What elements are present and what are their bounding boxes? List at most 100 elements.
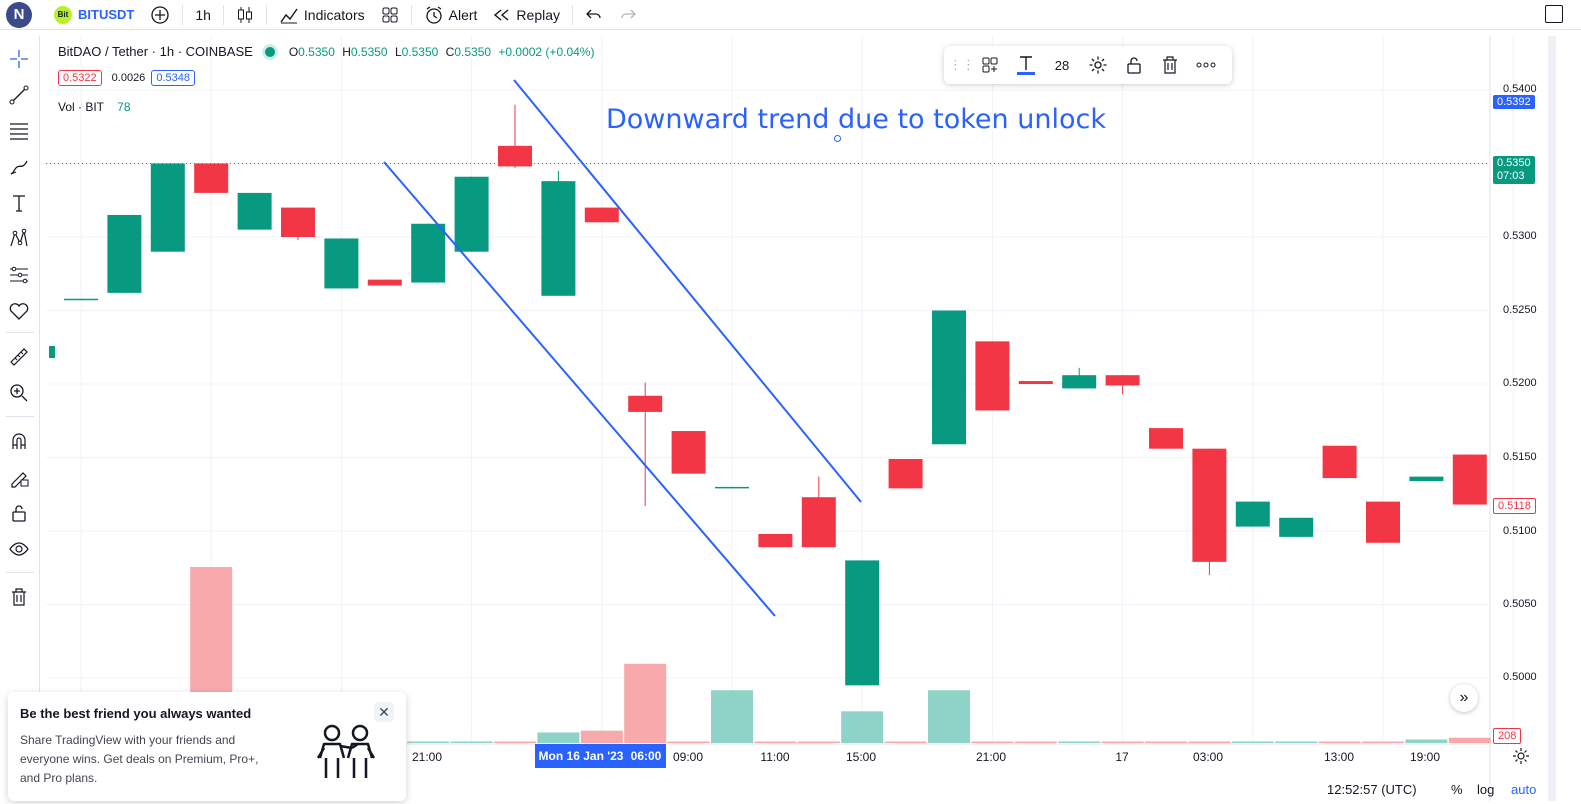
annotation-anchor-handle[interactable] [834,135,841,142]
price-axis-tick: 0.5100 [1503,525,1537,537]
chart-annotation-text[interactable]: Downward trend due to token unlock [606,104,1106,135]
alert-label: Alert [448,6,478,23]
candle-body [1018,381,1053,384]
candle-body [367,279,402,286]
utc-clock[interactable]: 12:52:57 (UTC) [1327,782,1417,797]
volume-bar [667,741,710,743]
redo-button[interactable] [611,0,645,30]
price-axis-tick: 0.5250 [1503,304,1537,316]
candle-body [758,533,793,548]
candle-body [1409,476,1444,482]
time-axis-tick: 17 [1115,750,1129,764]
alert-button[interactable]: Alert [416,0,486,30]
trash-icon[interactable] [6,584,32,610]
templates-icon[interactable] [972,50,1008,80]
time-axis-tick: 11:00 [760,750,790,764]
scroll-to-realtime-button[interactable]: » [1450,684,1478,712]
user-avatar[interactable]: N [6,1,32,28]
indicators-label: Indicators [303,6,365,23]
trend-line-icon[interactable] [6,82,32,108]
zoom-in-icon[interactable] [6,380,32,406]
candle-body [1366,501,1400,543]
bid-price[interactable]: 0.5322 [58,70,102,86]
crosshair-icon[interactable] [6,46,32,72]
time-axis-tick: 09:00 [672,750,704,764]
replay-button[interactable]: Replay [485,0,568,30]
magnet-icon[interactable] [6,428,32,454]
close-button[interactable]: ✕ [374,702,394,722]
chart-pane[interactable] [46,36,1556,801]
candle-body [454,176,489,252]
candle-body [1235,501,1270,527]
volume-bar [1405,739,1448,743]
candle-body [411,223,446,283]
candle-body [237,192,272,230]
rewind-icon [494,8,509,21]
drag-handle-icon[interactable]: ⋮⋮ [949,57,975,72]
text-color-icon[interactable] [1008,50,1044,80]
volume-bar [971,741,1014,743]
volume-bar [711,690,753,743]
price-tag-low: 0.5118 [1493,498,1536,514]
auto-toggle[interactable]: auto [1511,782,1537,797]
candles-icon [237,6,252,23]
volume-bar [1058,741,1101,743]
candle-body [932,310,966,445]
volume-bar [1275,741,1318,743]
more-icon[interactable] [1188,50,1224,80]
volume-tag: 208 [1493,728,1522,744]
prediction-icon[interactable] [6,262,32,288]
volume-label[interactable]: Vol · BIT [58,100,104,114]
trend-line-upper [513,79,862,503]
legend-title[interactable]: BitDAO / Tether · 1h · COINBASE [58,44,253,59]
symbol-search[interactable]: Bit BITUSDT [46,0,142,30]
symbol-name: BITUSDT [78,7,135,22]
axis-settings-icon[interactable] [1512,747,1530,768]
text-tool-icon[interactable] [6,190,32,216]
volume-bar [754,741,797,743]
candle-body [150,163,185,252]
percent-toggle[interactable]: % [1451,782,1463,797]
pattern-icon[interactable] [6,226,32,252]
time-axis-tick: 13:00 [1323,750,1355,764]
price-chart[interactable] [46,36,1556,801]
price-axis-tick: 0.5400 [1503,83,1537,95]
volume-bar [1318,741,1361,743]
candle-body [107,214,142,293]
divider [6,416,34,417]
divider [410,4,412,25]
candle-body [194,163,229,193]
fullscreen-icon[interactable] [1545,5,1563,23]
unlock-icon[interactable] [6,500,32,526]
volume-bar [1231,741,1274,743]
font-size-button[interactable]: 28 [1054,57,1070,73]
interval-button[interactable]: 1h [195,6,211,23]
price-scale-scrollbar [1548,36,1556,801]
chart-type-button[interactable] [228,0,262,30]
log-toggle[interactable]: log [1477,782,1495,797]
ask-price[interactable]: 0.5348 [151,70,195,86]
templates-button[interactable] [373,0,407,30]
trend-line-lower [383,161,776,617]
fib-retracement-icon[interactable] [6,118,32,144]
settings-icon[interactable] [1080,50,1116,80]
compare-button[interactable] [142,0,178,30]
candle-body [64,298,98,301]
price-axis-tick: 0.5300 [1503,230,1537,242]
candle-body [671,431,706,474]
eye-icon[interactable] [6,536,32,562]
undo-button[interactable] [577,0,611,30]
ruler-icon[interactable] [6,344,32,370]
candle-body [1322,445,1357,479]
price-axis-tick: 0.5050 [1503,598,1537,610]
delete-icon[interactable] [1152,50,1188,80]
redo-icon [621,9,636,18]
brush-icon[interactable] [6,154,32,180]
lock-icon[interactable] [1116,50,1152,80]
candle-body [888,458,923,489]
volume-bar [841,711,884,743]
heart-icon[interactable] [6,298,32,324]
indicators-button[interactable]: Indicators [271,0,373,30]
close-icon: ✕ [378,703,390,720]
lock-drawing-icon[interactable] [6,464,32,490]
